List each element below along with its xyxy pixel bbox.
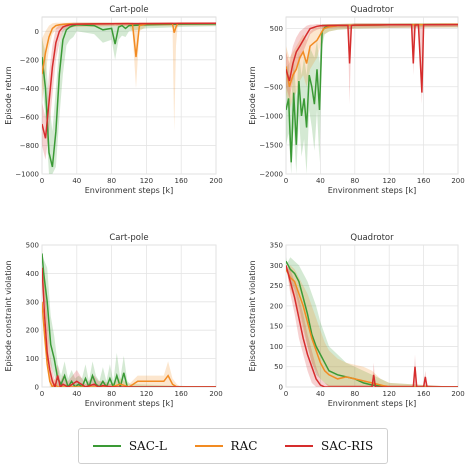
x-tick-label: 160 xyxy=(175,390,188,398)
y-tick-label: 400 xyxy=(26,270,39,278)
x-tick-label: 160 xyxy=(417,390,430,398)
subplot-4: 0 40 80 120 160 200 0 50 100 150 200 250 300 350 Quadr… xyxy=(248,233,465,408)
y-axis-label: Episode return xyxy=(4,66,13,124)
subplot-title: Cart-pole xyxy=(109,5,148,15)
legend-item-sac-ris: SAC-RIS xyxy=(285,439,373,453)
series-line-sac-ris xyxy=(42,267,216,387)
y-tick-label: 0 xyxy=(279,54,283,62)
legend: SAC-L RAC SAC-RIS xyxy=(78,428,388,464)
confidence-band-sac-ris xyxy=(286,23,458,105)
y-tick-label: 100 xyxy=(26,355,39,363)
x-tick-label: 0 xyxy=(40,390,44,398)
y-tick-label: −2000 xyxy=(259,171,283,179)
y-tick-label: 500 xyxy=(270,25,283,33)
plot-area xyxy=(285,244,459,388)
y-axis-label: Episode return xyxy=(248,66,257,124)
subplot-1: 0 40 80 120 160 200 −1000 −800 −600 −400 −200 0 Cart… xyxy=(4,5,223,195)
y-tick-label: 300 xyxy=(270,262,283,270)
y-tick-label: 50 xyxy=(274,363,283,371)
y-tick-label: 500 xyxy=(26,242,39,250)
x-tick-label: 0 xyxy=(284,390,288,398)
y-tick-label: 0 xyxy=(35,384,39,392)
subplot-title: Cart-pole xyxy=(109,233,148,243)
subplot-3: 0 40 80 120 160 200 0 100 200 300 400 500 Cart-pole E… xyxy=(4,233,223,408)
y-tick-label: −500 xyxy=(264,83,283,91)
y-tick-label: 350 xyxy=(270,242,283,250)
x-tick-label: 40 xyxy=(316,390,325,398)
confidence-band-rac xyxy=(286,265,458,387)
x-tick-label: 80 xyxy=(107,390,116,398)
y-tick-label: 200 xyxy=(26,327,39,335)
x-tick-label: 40 xyxy=(316,177,325,185)
x-tick-label: 200 xyxy=(451,177,464,185)
subplot-2: 0 40 80 120 160 200 −2000 −1500 −1000 −500 0 500 Qua… xyxy=(248,5,465,195)
x-tick-label: 40 xyxy=(72,390,81,398)
legend-item-rac: RAC xyxy=(194,439,258,453)
y-tick-label: 0 xyxy=(279,384,283,392)
plot-area xyxy=(41,16,217,175)
x-tick-label: 40 xyxy=(72,177,81,185)
y-axis-label: Episode constraint violation xyxy=(248,260,257,371)
y-tick-label: −600 xyxy=(20,113,39,121)
confidence-band-sac-l xyxy=(286,257,458,387)
y-tick-label: 150 xyxy=(270,323,283,331)
legend-swatch-sac-ris xyxy=(285,445,314,447)
legend-swatch-sac-l xyxy=(92,445,121,447)
y-tick-label: 250 xyxy=(270,282,283,290)
x-tick-label: 160 xyxy=(417,177,430,185)
confidence-band-sac-ris xyxy=(286,265,458,387)
confidence-band-sac-l xyxy=(42,253,216,387)
x-tick-label: 200 xyxy=(451,390,464,398)
x-tick-label: 160 xyxy=(175,177,188,185)
x-tick-label: 120 xyxy=(383,177,396,185)
x-tick-label: 120 xyxy=(383,390,396,398)
y-tick-label: −1000 xyxy=(15,171,39,179)
plot-area xyxy=(41,244,217,388)
subplot-title: Quadrotor xyxy=(350,5,394,15)
x-tick-label: 120 xyxy=(140,390,153,398)
x-tick-label: 80 xyxy=(350,177,359,185)
x-tick-label: 200 xyxy=(209,390,222,398)
legend-swatch-rac xyxy=(194,445,223,447)
x-tick-label: 0 xyxy=(284,177,288,185)
series-line-sac-ris xyxy=(286,265,458,387)
series-line-sac-l xyxy=(42,23,216,168)
y-tick-label: 300 xyxy=(26,298,39,306)
x-axis-label: Environment steps [k] xyxy=(328,186,417,195)
y-tick-label: −1000 xyxy=(259,112,283,120)
figure-canvas: 0 40 80 120 160 200−1000−800−600−400−2000Cart… xyxy=(4,5,465,408)
legend-label-rac: RAC xyxy=(230,439,258,453)
confidence-band-sac-ris xyxy=(42,22,216,160)
y-tick-label: −1500 xyxy=(259,141,283,149)
series-line-sac-l xyxy=(42,253,216,387)
series-line-rac xyxy=(286,268,458,387)
y-tick-label: −200 xyxy=(20,56,39,64)
legend-label-sac-l: SAC-L xyxy=(128,439,167,453)
subplot-title: Quadrotor xyxy=(350,233,394,243)
series-line-rac xyxy=(42,301,216,387)
x-tick-label: 200 xyxy=(209,177,222,185)
legend-label-sac-ris: SAC-RIS xyxy=(321,439,374,453)
y-tick-label: 100 xyxy=(270,343,283,351)
legend-item-sac-l: SAC-L xyxy=(92,439,167,453)
x-axis-label: Environment steps [k] xyxy=(85,399,174,408)
y-axis-label: Episode constraint violation xyxy=(4,260,13,371)
x-axis-label: Environment steps [k] xyxy=(328,399,417,408)
series-line-sac-ris xyxy=(42,22,216,139)
x-tick-label: 0 xyxy=(40,177,44,185)
y-tick-label: 200 xyxy=(270,302,283,310)
x-tick-label: 120 xyxy=(140,177,153,185)
y-tick-label: −800 xyxy=(20,142,39,150)
series-line-sac-ris xyxy=(286,23,458,93)
y-tick-label: −400 xyxy=(20,85,39,93)
x-tick-label: 80 xyxy=(107,177,116,185)
x-tick-label: 80 xyxy=(350,390,359,398)
x-axis-label: Environment steps [k] xyxy=(85,186,174,195)
y-tick-label: 0 xyxy=(35,28,39,36)
